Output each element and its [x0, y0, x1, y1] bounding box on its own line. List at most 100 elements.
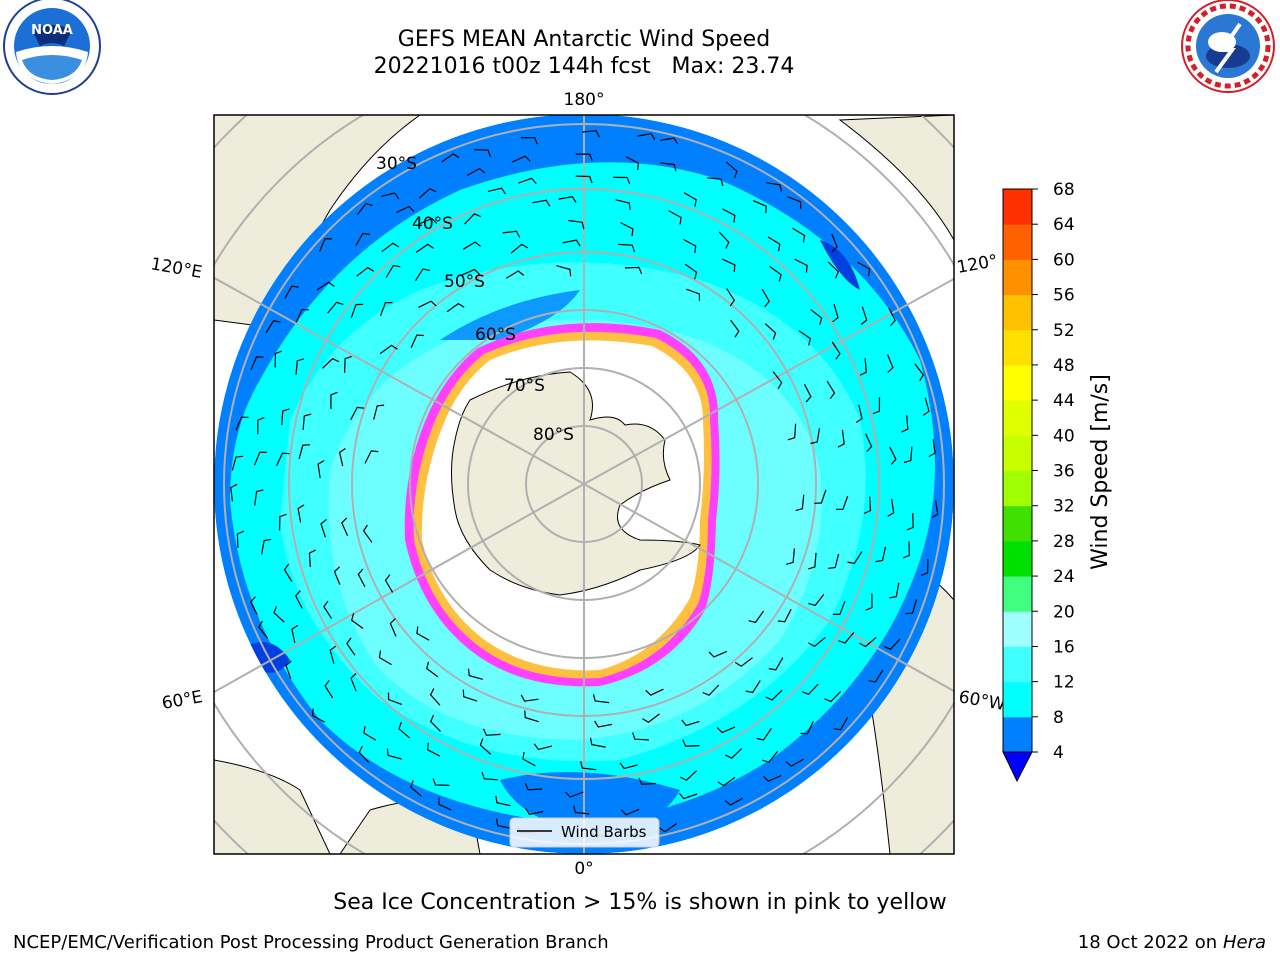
wind-barb	[863, 496, 872, 514]
wind-barb	[384, 574, 394, 593]
wind-barb	[414, 268, 430, 282]
wind-barb	[683, 192, 697, 207]
antarctica	[451, 371, 701, 596]
wind-barb	[231, 455, 244, 471]
wind-barb	[592, 694, 610, 704]
map-frame	[213, 114, 955, 855]
wind-barb	[524, 710, 539, 723]
wind-barb	[573, 805, 590, 815]
footer-credit: NCEP/EMC/Verification Post Processing Pr…	[13, 932, 609, 953]
wind-barb	[808, 594, 825, 607]
wind-barb	[410, 334, 424, 349]
lon-label-60w: 60°W	[957, 687, 1007, 715]
wind-barb	[257, 417, 265, 435]
wind-barb	[752, 200, 767, 214]
wind-barb	[769, 266, 782, 282]
wind-barb	[235, 416, 249, 431]
wind-barb	[762, 750, 779, 763]
wind-barb	[801, 683, 819, 696]
wind-barb	[761, 288, 770, 308]
wind-barb	[717, 776, 736, 787]
wind-barb	[642, 713, 660, 724]
wind-barb	[389, 618, 397, 637]
colorbar-tick-label: 28	[1053, 532, 1075, 552]
colorbar-segment	[1003, 576, 1032, 612]
wind-barb	[835, 495, 849, 510]
wind-barb	[467, 668, 483, 680]
wind-barb	[847, 551, 863, 565]
wind-barb	[308, 549, 316, 568]
wind-barb	[794, 258, 808, 273]
wind-barb	[356, 266, 375, 277]
wind-barb	[351, 613, 364, 629]
wind-barb	[684, 263, 698, 280]
wind-barb	[905, 599, 918, 615]
wind-barb	[379, 344, 398, 355]
wind-barb	[265, 320, 281, 334]
wind-barb	[464, 213, 481, 225]
wind-barb	[429, 714, 441, 732]
wind-barb	[378, 650, 392, 666]
wind-barb	[855, 404, 863, 423]
wind-barb	[826, 380, 836, 399]
wind-barb	[903, 446, 913, 464]
wind-barb	[532, 199, 551, 207]
wind-barb	[230, 483, 238, 502]
wind-barb	[302, 413, 312, 431]
wind-barb	[357, 568, 366, 587]
wind-barb	[726, 288, 736, 307]
wind-barb	[441, 153, 460, 163]
wind-barb	[837, 429, 845, 448]
wind-barb	[716, 726, 736, 734]
wind-barb	[718, 231, 730, 249]
wind-barb	[832, 600, 846, 615]
wind-barb	[426, 661, 439, 678]
wind-barb	[831, 341, 841, 360]
nws-logo	[1181, 0, 1275, 93]
colorbar-tick-label: 16	[1053, 637, 1075, 657]
colorbar-tick-label: 64	[1053, 215, 1075, 235]
wind-barb	[466, 167, 486, 176]
wind-barb	[350, 303, 364, 319]
wind-barb	[679, 770, 698, 781]
wind-barb	[889, 446, 897, 465]
wind-barb	[482, 728, 501, 736]
chart-subtitle: 20221016 t00z 144h fcst Max: 23.74	[373, 54, 795, 79]
wind-barb	[358, 745, 370, 764]
wind-barb	[273, 605, 285, 623]
wind-barb	[625, 156, 640, 171]
colorbar-tick-label: 44	[1053, 391, 1075, 411]
wind-barb	[461, 268, 480, 276]
wind-barb	[410, 780, 422, 797]
wind-barb	[295, 358, 305, 375]
wind-barb	[258, 620, 269, 639]
chart-title: GEFS MEAN Antarctic Wind Speed	[397, 27, 771, 52]
wind-barb	[294, 590, 303, 609]
wind-barb	[416, 626, 430, 641]
wind-barb	[725, 161, 738, 178]
wind-barb	[786, 548, 795, 565]
wind-barb	[429, 688, 441, 706]
wind-barb	[860, 306, 868, 325]
wind-barb	[914, 363, 925, 382]
wind-barb	[594, 720, 613, 728]
wind-barb	[386, 748, 402, 760]
noaa-logo: NOAA	[3, 0, 101, 95]
wind-barb	[281, 408, 290, 425]
wind-barb	[510, 243, 529, 254]
wind-barb	[533, 743, 553, 751]
colorbar-tick-label: 40	[1053, 426, 1075, 446]
wind-barb	[446, 302, 465, 313]
wind-barb	[724, 797, 743, 806]
wind-barb	[734, 657, 753, 667]
colorbar-segment	[1003, 224, 1032, 260]
wind-barb	[556, 265, 572, 277]
wind-barb	[824, 691, 842, 703]
wind-barb	[284, 285, 299, 299]
wind-barb	[887, 498, 895, 517]
wind-barb	[415, 243, 434, 253]
wind-barb	[803, 384, 812, 403]
wind-barb	[316, 281, 335, 291]
wind-barb	[575, 153, 593, 161]
wind-barb	[418, 300, 437, 308]
